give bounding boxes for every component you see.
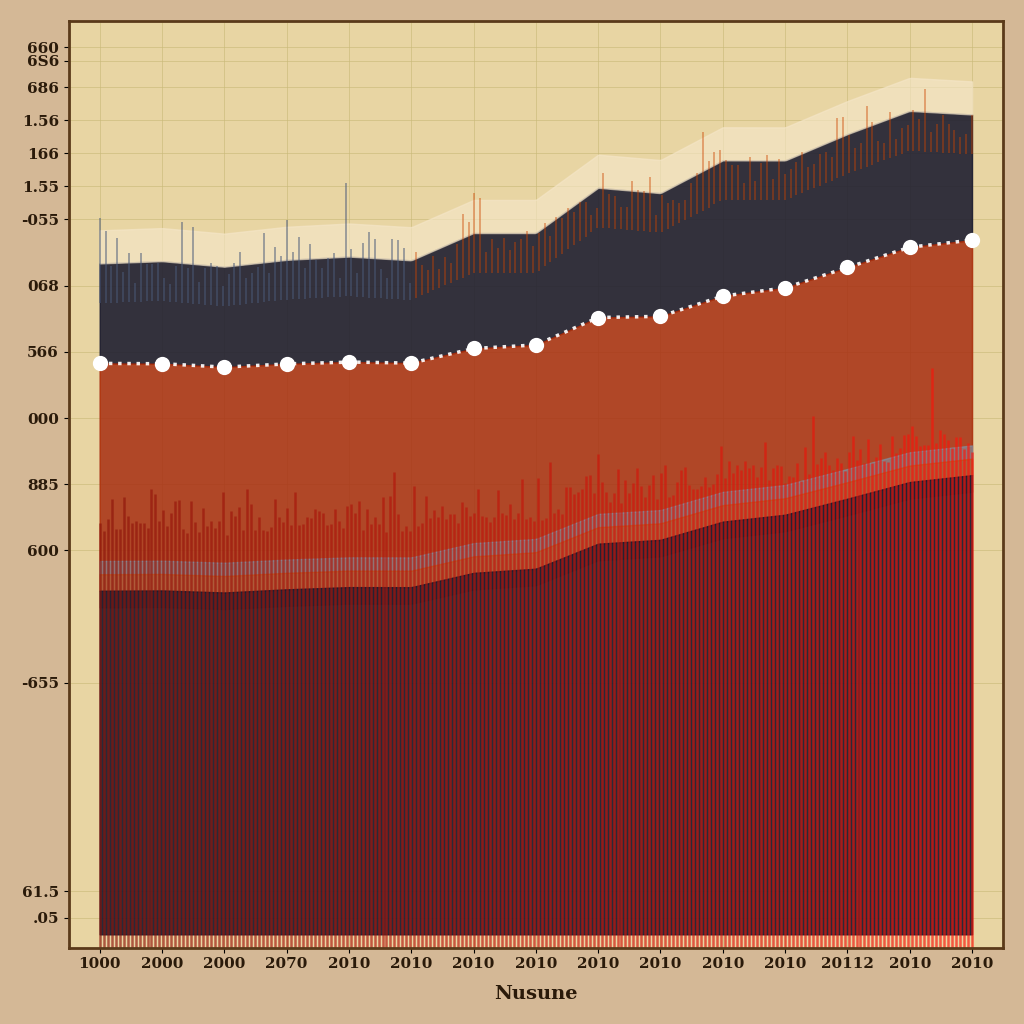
Point xyxy=(341,354,357,371)
Point xyxy=(279,355,295,372)
Point xyxy=(840,259,856,275)
Point xyxy=(403,355,420,372)
Point xyxy=(964,231,980,248)
Point xyxy=(216,358,232,375)
Point xyxy=(465,340,481,356)
Point xyxy=(590,309,606,326)
X-axis label: Nusune: Nusune xyxy=(495,985,578,1004)
Point xyxy=(715,288,731,304)
Point xyxy=(527,337,544,353)
Point xyxy=(777,280,794,296)
Point xyxy=(91,355,108,372)
Point xyxy=(154,355,170,372)
Point xyxy=(901,239,918,255)
Point xyxy=(652,308,669,325)
